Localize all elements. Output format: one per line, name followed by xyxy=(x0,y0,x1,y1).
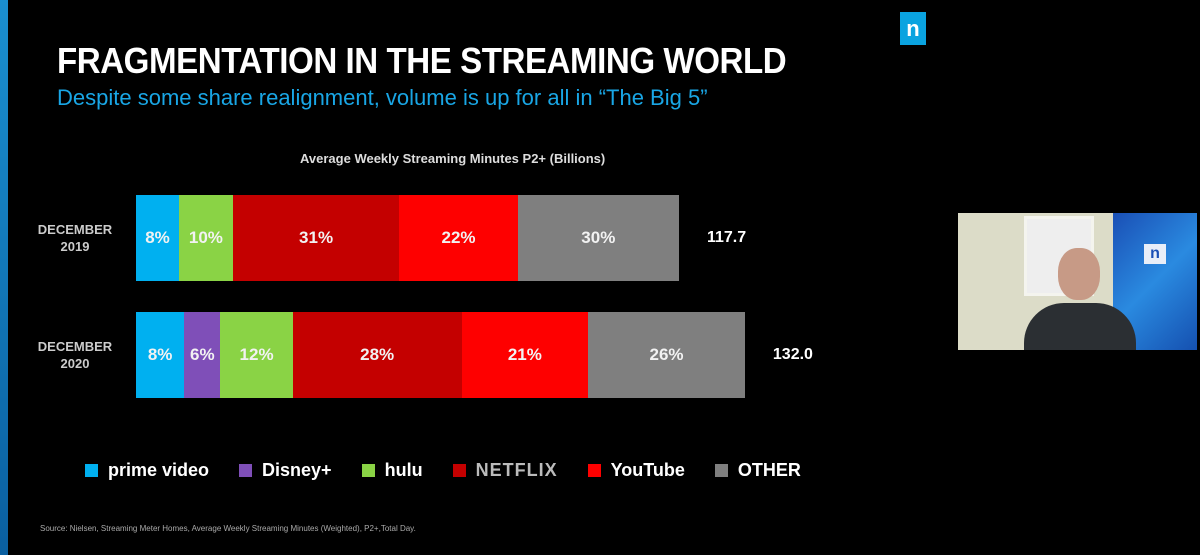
data-label: 10% xyxy=(188,228,223,247)
row-label-2020: DECEMBER 2020 xyxy=(20,338,130,372)
presenter-webcam: n xyxy=(958,213,1197,350)
legend-swatch xyxy=(714,464,728,477)
data-label: 12% xyxy=(239,345,274,364)
data-label: 6% xyxy=(190,345,215,364)
data-label: 22% xyxy=(441,228,476,247)
legend-swatch xyxy=(361,464,375,477)
legend-label: OTHER xyxy=(737,460,801,480)
legend-label: Disney+ xyxy=(262,460,332,480)
row-label-line: DECEMBER xyxy=(37,222,113,237)
bar-segment-other: 30% xyxy=(517,195,679,281)
row-label-line: 2019 xyxy=(60,239,90,254)
total-label: 132.0 xyxy=(772,346,813,363)
data-label: 30% xyxy=(581,228,616,247)
bar-segment-youtube: 22% xyxy=(399,195,518,281)
legend-item: NETFLIX xyxy=(452,460,558,481)
bar-segment-netflix: 31% xyxy=(232,195,400,281)
legend-label: YouTube xyxy=(610,460,685,480)
bar-segment-youtube: 21% xyxy=(461,312,589,398)
bar-segment-disney-: 6% xyxy=(184,312,221,398)
legend-item: YouTube xyxy=(587,460,685,481)
slide-subtitle: Despite some share realignment, volume i… xyxy=(57,85,708,110)
legend-item: OTHER xyxy=(714,460,801,481)
data-label: 8% xyxy=(145,228,170,247)
legend-label: hulu xyxy=(384,460,423,480)
bar-segment-prime-video: 8% xyxy=(136,195,179,281)
legend-swatch xyxy=(452,464,466,477)
bar-segment-other: 26% xyxy=(588,312,745,398)
legend-item: hulu xyxy=(361,460,423,481)
nielsen-logo: n xyxy=(900,12,926,45)
legend-swatch xyxy=(239,464,253,477)
presenter xyxy=(1018,248,1138,350)
row-label-2019: DECEMBER 2019 xyxy=(20,221,130,255)
total-label: 117.7 xyxy=(706,229,747,246)
left-edge-strip xyxy=(0,0,8,555)
legend-swatch xyxy=(587,464,601,477)
banner-logo: n xyxy=(1144,244,1166,264)
legend-label: prime video xyxy=(108,460,210,480)
bar-segment-hulu: 12% xyxy=(220,312,293,398)
data-label: 28% xyxy=(360,345,395,364)
legend-item: prime video xyxy=(85,460,209,481)
bar-segment-netflix: 28% xyxy=(292,312,462,398)
row-label-line: DECEMBER xyxy=(37,339,113,354)
row-label-line: 2020 xyxy=(60,356,90,371)
legend-item: Disney+ xyxy=(239,460,332,481)
source-note: Source: Nielsen, Streaming Meter Homes, … xyxy=(40,524,416,533)
chart-title: Average Weekly Streaming Minutes P2+ (Bi… xyxy=(300,151,606,166)
data-label: 21% xyxy=(507,345,542,364)
data-label: 8% xyxy=(147,345,173,364)
legend-label: NETFLIX xyxy=(475,460,558,480)
data-label: 26% xyxy=(649,345,684,364)
bar-segment-prime-video: 8% xyxy=(136,312,185,398)
data-label: 31% xyxy=(299,228,334,247)
legend: prime video Disney+ hulu NETFLIX YouTube OTHE… xyxy=(85,460,831,481)
bar-segment-hulu: 10% xyxy=(179,195,233,281)
legend-swatch xyxy=(85,464,98,477)
slide-title: FRAGMENTATION IN THE STREAMING WORLD xyxy=(57,40,787,81)
